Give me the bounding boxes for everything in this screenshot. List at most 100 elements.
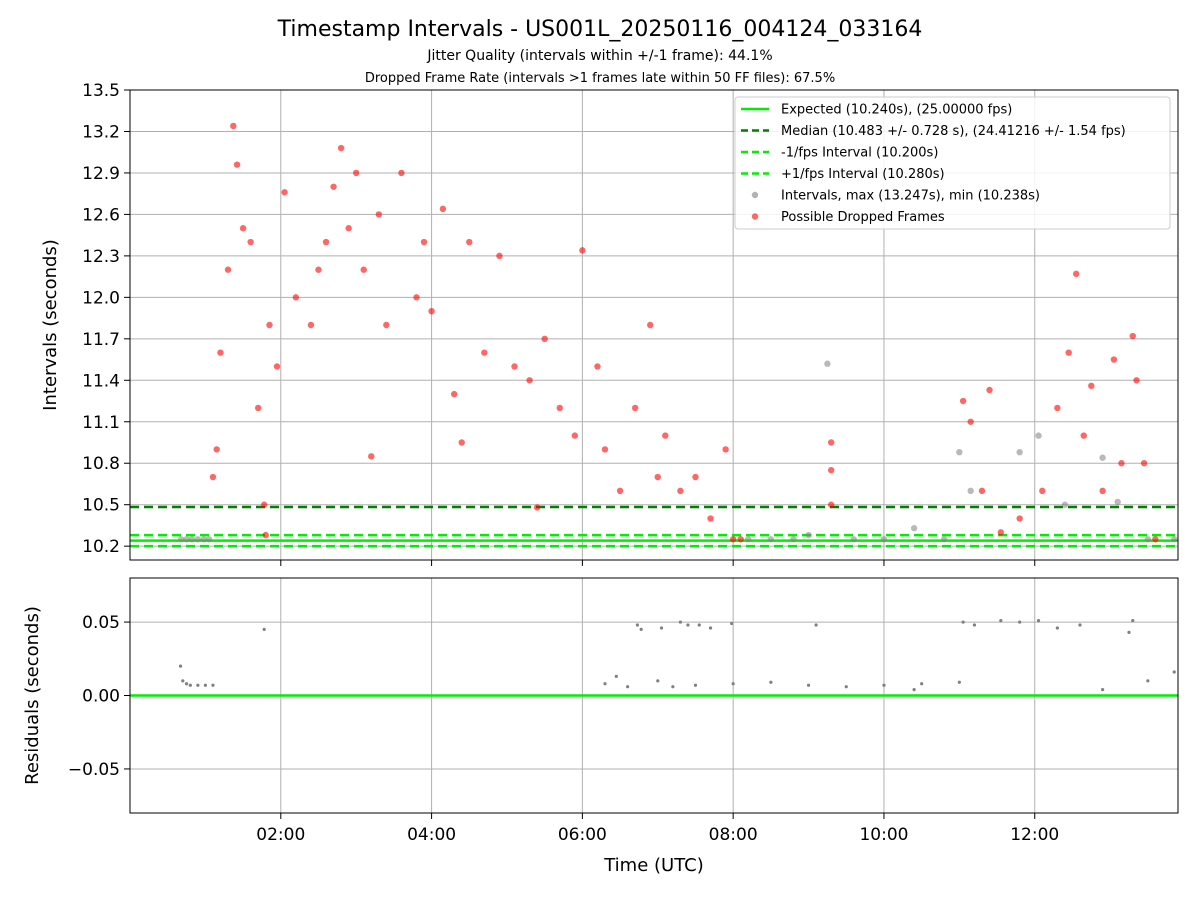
y-tick-label: 11.1 — [82, 413, 120, 433]
legend-label: Expected (10.240s), (25.00000 fps) — [781, 103, 1012, 118]
dropped-frame-point — [262, 531, 269, 539]
interval-point — [767, 536, 775, 543]
dropped-frame-point — [1054, 404, 1061, 412]
interval-point — [183, 536, 190, 543]
x-tick-label: 08:00 — [709, 825, 758, 845]
interval-point — [1171, 536, 1178, 543]
dropped-frame-point — [420, 238, 428, 246]
dropped-frame-point — [556, 404, 563, 412]
dropped-frame-point — [398, 169, 405, 177]
interval-point — [1114, 498, 1121, 506]
dropped-frame-point — [383, 321, 390, 329]
interval-point — [188, 536, 196, 543]
interval-point — [910, 525, 918, 532]
dropped-frame-point — [978, 487, 986, 495]
dropped-frame-point — [1065, 349, 1072, 356]
residuals-panel: 0.05 0.00 −0.05 02:00 04:00 06:00 08:00 10:00 1… — [22, 577, 1179, 876]
legend-label: +1/fps Interval (10.280s) — [781, 167, 945, 182]
dropped-frame-point — [959, 397, 967, 405]
interval-point — [745, 536, 752, 543]
dropped-frame-point — [345, 225, 352, 232]
y-tick-label: 12.6 — [82, 205, 120, 225]
interval-point — [1016, 448, 1023, 456]
residual-point — [614, 674, 618, 679]
dropped-frame-point — [1039, 487, 1046, 495]
dropped-frame-point — [647, 321, 654, 329]
legend-label: -1/fps Interval (10.200s) — [781, 146, 938, 161]
interval-point — [178, 536, 185, 543]
dropped-frame-point — [729, 536, 737, 543]
dropped-frame-point — [533, 504, 541, 511]
dropped-frame-point — [579, 247, 586, 254]
y-tick-label: 13.2 — [82, 122, 120, 142]
residual-point — [203, 683, 207, 687]
dropped-frame-point — [337, 144, 345, 152]
residual-point — [211, 683, 215, 687]
legend-label: Median (10.483 +/- 0.728 s), (24.41216 +… — [781, 124, 1126, 139]
dropped-frame-point — [1140, 460, 1148, 467]
residuals-y-axis-label: Residuals (seconds) — [22, 606, 43, 785]
dropped-frame-point — [213, 446, 220, 453]
dropped-frame-point — [571, 432, 579, 439]
interval-point — [1035, 432, 1042, 439]
residual-point — [814, 623, 818, 627]
y-tick-label: 13.5 — [82, 81, 120, 101]
intervals-y-ticks: 10.2 10.5 10.8 11.1 11.4 11.7 12.0 12.3 12.6 12.9… — [82, 81, 130, 557]
dropped-frame-point — [239, 225, 247, 232]
x-tick-label: 12:00 — [1010, 825, 1059, 845]
dropped-frame-point — [428, 307, 435, 315]
interval-point — [880, 536, 888, 543]
dropped-frame-point — [692, 473, 699, 481]
dropped-frame-point — [352, 169, 360, 177]
interval-point — [205, 536, 213, 543]
dropped-frame-point — [261, 501, 268, 508]
reference-lines — [130, 505, 1178, 548]
chart-title: Timestamp Intervals - US001L_20250116_00… — [277, 17, 923, 42]
interval-point — [1099, 454, 1106, 461]
dropped-frame-point — [1080, 432, 1087, 439]
chart-subtitle-jitter: Jitter Quality (intervals within +/-1 fr… — [426, 48, 772, 64]
x-axis-label: Time (UTC) — [603, 855, 704, 876]
residual-point — [972, 623, 977, 627]
dropped-frame-point — [1099, 487, 1106, 495]
residual-point — [1146, 679, 1150, 683]
residual-point — [920, 682, 924, 686]
residual-point — [806, 683, 811, 687]
dropped-frame-point — [986, 386, 993, 394]
residual-point — [693, 683, 698, 687]
y-tick-label: 0.05 — [82, 613, 120, 633]
interval-point — [1144, 536, 1152, 543]
x-tick-label: 06:00 — [558, 825, 607, 845]
residuals-y-ticks: 0.05 0.00 −0.05 — [68, 613, 130, 780]
y-tick-label: 0.00 — [82, 687, 120, 707]
residual-point — [188, 683, 192, 687]
residual-point — [844, 685, 848, 689]
residual-points — [178, 618, 1176, 692]
dropped-frame-point — [631, 404, 639, 412]
dropped-frame-point — [707, 515, 714, 522]
dropped-frame-point — [217, 349, 224, 356]
dropped-frame-point — [209, 473, 217, 481]
dropped-frame-point — [458, 439, 465, 446]
dropped-frame-point — [722, 446, 729, 453]
residual-point — [181, 679, 185, 683]
dropped-frame-point — [247, 238, 254, 246]
dropped-frame-point — [1088, 382, 1095, 390]
residual-point — [957, 680, 961, 684]
residual-point — [184, 682, 189, 686]
interval-points — [178, 122, 1178, 543]
residual-point — [708, 626, 713, 630]
residual-point — [882, 683, 886, 687]
dropped-frame-point — [481, 349, 488, 356]
residual-point — [686, 623, 690, 627]
x-tick-label: 02:00 — [256, 825, 305, 845]
residual-point — [656, 679, 660, 683]
dropped-frame-point — [254, 404, 262, 412]
residual-point — [731, 682, 735, 686]
interval-point — [1061, 501, 1069, 508]
residual-point — [1131, 618, 1135, 623]
legend: Expected (10.240s), (25.00000 fps) Median… — [734, 96, 1171, 230]
dropped-frame-point — [233, 161, 241, 168]
interval-point — [850, 536, 857, 543]
